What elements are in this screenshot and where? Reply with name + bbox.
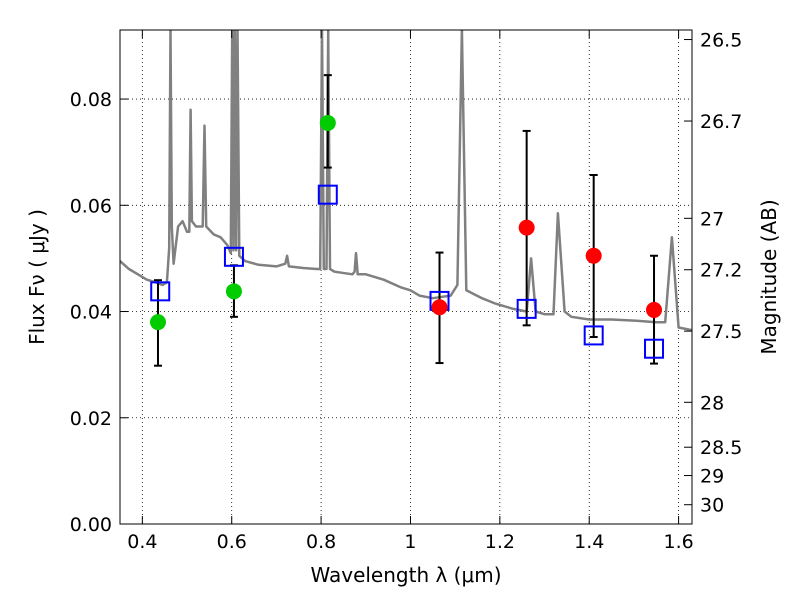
y-tick-label: 0.06 <box>70 195 112 217</box>
y2-tick-label: 26.5 <box>700 30 742 52</box>
y2-tick-label: 27.5 <box>700 321 742 343</box>
model-spectrum-line <box>120 30 692 332</box>
model-photometry-square <box>583 325 604 346</box>
marker-layer <box>149 114 665 359</box>
y-tick-label: 0.08 <box>70 89 112 111</box>
grid-layer <box>120 30 692 525</box>
y2-tick-label: 28 <box>700 392 724 414</box>
y-tick-label: 0.04 <box>70 302 112 324</box>
x-tick-label: 1.4 <box>574 531 604 553</box>
y2-tick-label: 27.2 <box>700 260 742 282</box>
errorbar-layer <box>153 74 659 367</box>
model-photometry-square <box>223 246 244 267</box>
x-tick-label: 0.8 <box>306 531 336 553</box>
x-tick-label: 0.6 <box>217 531 247 553</box>
spectrum-layer <box>120 30 692 332</box>
observed-data-point <box>646 301 663 318</box>
model-photometry-square <box>644 338 665 359</box>
y-axis-label: Flux Fν ( μJy ) <box>25 209 49 345</box>
x-tick-label: 1.6 <box>663 531 693 553</box>
y2-tick-label: 30 <box>700 495 724 517</box>
observed-data-point <box>149 314 166 331</box>
x-tick-label: 1.2 <box>485 531 515 553</box>
plot-frame <box>119 29 693 525</box>
y-tick-label: 0.00 <box>70 514 112 536</box>
y2-axis-label: Magnitude (AB) <box>757 199 781 354</box>
model-photometry-square <box>317 184 338 205</box>
x-tick-label: 1 <box>404 531 416 553</box>
observed-data-point <box>319 114 336 131</box>
observed-data-point <box>225 283 242 300</box>
observed-data-point <box>518 219 535 236</box>
y2-tick-label: 28.5 <box>700 437 742 459</box>
y2-tick-label: 26.7 <box>700 111 742 133</box>
model-photometry-square <box>516 298 537 319</box>
observed-data-point <box>585 247 602 264</box>
y2-tick-label: 29 <box>700 466 724 488</box>
y2-tick-label: 27 <box>700 208 724 230</box>
observed-data-point <box>431 299 448 316</box>
y-tick-label: 0.02 <box>70 408 112 430</box>
model-photometry-square <box>150 281 171 302</box>
tick-layer: 0.4 0.6 0.8 1 1.2 1.4 1.6 0.00 0.02 0.04 0.06 0.08 2… <box>70 30 743 553</box>
x-tick-label: 0.4 <box>127 531 157 553</box>
x-axis-label: Wavelength λ (μm) <box>310 563 501 587</box>
